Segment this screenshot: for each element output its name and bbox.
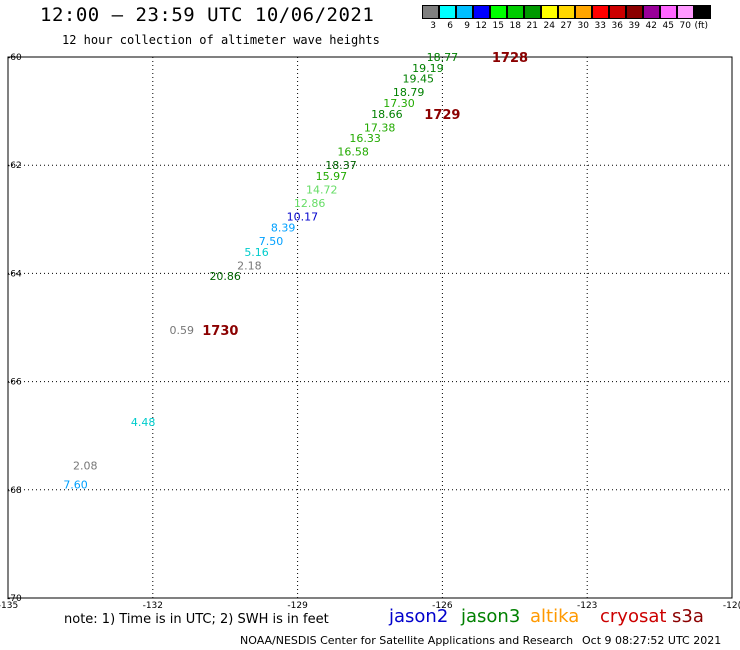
wave-height-label: 18.37 (325, 159, 357, 172)
color-scale-swatch (541, 5, 558, 19)
color-scale-label: 21 (526, 21, 538, 31)
x-tick-label: -123 (577, 601, 597, 611)
wave-height-label: 18.77 (427, 51, 459, 64)
pass-time-label: 1729 (424, 108, 460, 123)
plot-frame (7, 56, 733, 599)
wave-height-label: 19.45 (403, 73, 435, 86)
color-scale-swatch (507, 5, 524, 19)
legend-s3a: s3a (672, 606, 704, 627)
footer-timestamp: Oct 9 08:27:52 UTC 2021 (582, 634, 722, 647)
page-subtitle: 12 hour collection of altimeter wave hei… (62, 33, 380, 47)
color-scale-label: 27 (560, 21, 572, 31)
wave-height-label: 2.18 (237, 259, 262, 272)
y-tick-label: -68 (7, 486, 22, 496)
x-tick-label: -12( (723, 601, 740, 611)
color-scale-swatch (490, 5, 507, 19)
wave-height-label: 20.86 (209, 270, 241, 283)
color-scale-label: 15 (492, 21, 504, 31)
wave-height-label: 8.39 (271, 221, 296, 234)
color-scale-swatch (592, 5, 609, 19)
pass-time-label: 1730 (202, 324, 238, 339)
wave-height-label: 14.72 (306, 184, 338, 197)
color-scale-label: 42 (645, 21, 657, 31)
color-scale-swatch (524, 5, 541, 19)
color-scale-label: 45 (662, 21, 674, 31)
wave-height-label: 15.97 (316, 170, 348, 183)
legend-altika: altika (530, 606, 580, 627)
color-scale-swatch (456, 5, 473, 19)
color-scale-label: 3 (430, 21, 436, 31)
y-tick-label: -66 (7, 378, 22, 388)
color-scale-swatch (473, 5, 490, 19)
color-scale-swatch (694, 5, 711, 19)
axes (7, 56, 733, 599)
color-scale-swatch (439, 5, 456, 19)
color-scale-swatch (660, 5, 677, 19)
color-scale-swatch (609, 5, 626, 19)
legend-jason2: jason2 (389, 606, 449, 627)
wave-height-label: 16.58 (337, 146, 369, 159)
wave-height-label: 7.50 (259, 235, 284, 248)
color-scale-label: 33 (594, 21, 606, 31)
legend-cryosat: cryosat (600, 606, 667, 627)
tick-labels: -135 -132 -129 -126 -123 -12( -60 -62 -64 -66 -68 -… (0, 53, 740, 611)
color-scale-swatch (558, 5, 575, 19)
footer-credit: NOAA/NESDIS Center for Satellite Applica… (240, 634, 574, 647)
data-points: 18.7719.1919.4518.7917.3018.6617.3816.33… (63, 51, 458, 491)
color-scale-swatch (626, 5, 643, 19)
color-scale-label: 70 (679, 21, 691, 31)
wave-height-label: 17.30 (383, 97, 415, 110)
page-title: 12:00 – 23:59 UTC 10/06/2021 (40, 4, 375, 26)
color-scale-label: 12 (475, 21, 487, 31)
y-tick-label: -60 (7, 53, 22, 63)
wave-height-label: 4.48 (131, 416, 156, 429)
legend-jason3: jason3 (461, 606, 521, 627)
y-tick-label: -64 (7, 269, 22, 279)
wave-height-label: 16.33 (349, 132, 381, 145)
color-scale-label: 6 (447, 21, 453, 31)
color-scale-label: 9 (464, 21, 470, 31)
pass-annotations: 1728 1729 1730 (202, 51, 528, 339)
color-scale-labels: 3 6 9 12 15 18 21 24 27 30 33 36 39 42 45 70 (ft) (422, 21, 740, 33)
color-scale-bar (422, 5, 711, 19)
color-scale-label: 39 (628, 21, 640, 31)
grid-lines (8, 57, 732, 598)
color-scale-swatch (422, 5, 439, 19)
wave-height-label: 5.16 (244, 246, 269, 259)
x-tick-label: -129 (287, 601, 308, 611)
wave-height-label: 0.59 (170, 324, 195, 337)
color-scale-label: 36 (611, 21, 623, 31)
wave-height-label: 17.38 (364, 121, 396, 134)
color-scale-label: 24 (543, 21, 555, 31)
x-tick-label: -126 (432, 601, 453, 611)
units-note: note: 1) Time is in UTC; 2) SWH is in fe… (64, 612, 329, 627)
color-scale-swatch (643, 5, 660, 19)
wave-height-label: 19.19 (412, 62, 444, 75)
y-tick-label: -70 (7, 594, 22, 604)
color-scale-label: (ft) (694, 21, 708, 31)
y-tick-label: -62 (7, 161, 22, 171)
color-scale-swatch (677, 5, 694, 19)
color-scale-label: 18 (509, 21, 521, 31)
wave-height-label: 10.17 (287, 211, 319, 224)
wave-height-label: 18.66 (371, 108, 403, 121)
wave-height-label: 2.08 (73, 459, 98, 472)
pass-time-label: 1728 (492, 51, 528, 66)
color-scale-swatch (575, 5, 592, 19)
wave-height-label: 7.60 (63, 478, 88, 491)
color-scale-label: 30 (577, 21, 589, 31)
x-tick-label: -132 (143, 601, 163, 611)
x-tick-label: -135 (0, 601, 18, 611)
wave-height-label: 18.79 (393, 86, 425, 99)
wave-height-label: 12.86 (294, 197, 326, 210)
